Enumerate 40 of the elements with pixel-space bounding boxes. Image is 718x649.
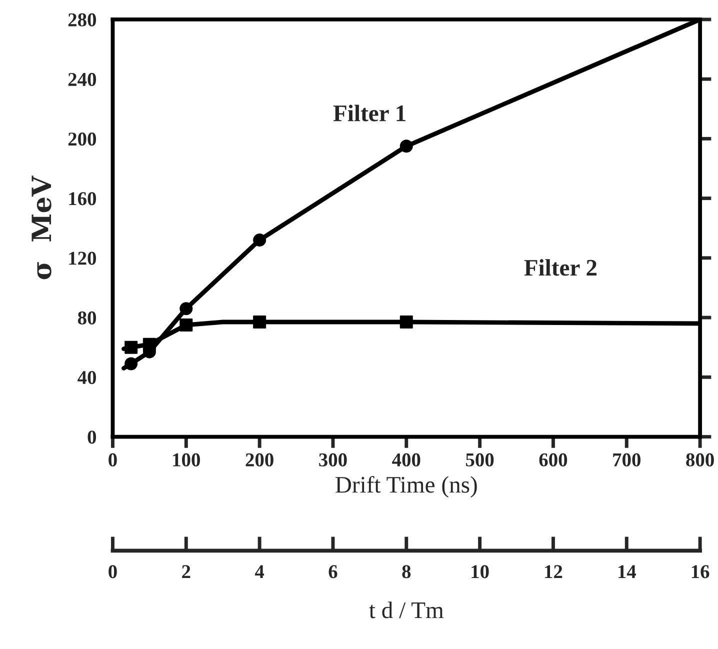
x-axis-title: Drift Time (ns) [336, 476, 477, 498]
x2-tick-label: 6 [328, 565, 338, 578]
x2-tick-label: 0 [108, 565, 117, 578]
y-tick-label: 160 [69, 192, 96, 206]
point [142, 338, 156, 351]
y-tick-label: 280 [68, 13, 96, 26]
y-tick-label: 120 [69, 252, 96, 265]
x2-tick-label: 14 [618, 565, 636, 578]
x-tick-label: 400 [392, 453, 420, 466]
x2-tick-label: 12 [545, 565, 562, 578]
x2-tick-label: 10 [472, 565, 489, 578]
x-tick-label: 800 [686, 453, 714, 466]
point [253, 234, 266, 247]
x2-tick-label: 2 [182, 565, 190, 578]
point [124, 340, 138, 354]
annotation: Filter 1 [333, 104, 406, 122]
y-tick-label: 80 [78, 311, 96, 324]
x-tick-label: 700 [613, 453, 640, 466]
point [400, 140, 413, 153]
y-tick-label: 200 [68, 132, 96, 146]
x-tick-label: 100 [173, 453, 200, 466]
x-tick-label: 600 [539, 453, 568, 466]
x-tick-label: 200 [246, 453, 274, 466]
x-tick-label: 300 [319, 453, 347, 466]
point [400, 316, 413, 329]
x2-tick-label: 4 [254, 565, 264, 578]
y-axis-title: σ MeV [32, 176, 52, 280]
x2-tick-label: 8 [402, 565, 411, 578]
point [124, 357, 138, 370]
point [180, 318, 193, 332]
x-tick-label: 0 [108, 453, 117, 466]
point [180, 302, 193, 316]
x2-tick-label: 16 [692, 565, 710, 578]
y-tick-label: 0 [88, 430, 96, 444]
y-tick-label: 240 [68, 72, 96, 86]
y-tick-label: 40 [78, 370, 96, 384]
annotation: Filter 2 [524, 259, 596, 276]
x2-axis-title: t d / Tm [369, 602, 444, 618]
x-tick-label: 500 [466, 453, 494, 466]
point [253, 316, 266, 329]
